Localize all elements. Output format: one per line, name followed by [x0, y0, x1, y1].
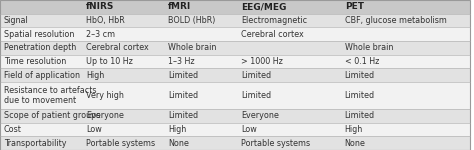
FancyBboxPatch shape	[237, 123, 341, 136]
FancyBboxPatch shape	[0, 0, 82, 14]
FancyBboxPatch shape	[237, 82, 341, 109]
Text: CBF, glucose metabolism: CBF, glucose metabolism	[345, 16, 447, 25]
FancyBboxPatch shape	[341, 109, 470, 123]
Text: fNIRS: fNIRS	[86, 2, 114, 11]
FancyBboxPatch shape	[164, 109, 237, 123]
FancyBboxPatch shape	[341, 14, 470, 27]
Text: None: None	[168, 139, 189, 148]
Text: Resistance to artefacts
due to movement: Resistance to artefacts due to movement	[4, 86, 96, 105]
Text: High: High	[86, 70, 104, 80]
FancyBboxPatch shape	[0, 55, 82, 68]
FancyBboxPatch shape	[341, 123, 470, 136]
FancyBboxPatch shape	[341, 41, 470, 55]
FancyBboxPatch shape	[0, 136, 82, 150]
FancyBboxPatch shape	[82, 0, 164, 14]
Text: 1–3 Hz: 1–3 Hz	[168, 57, 195, 66]
FancyBboxPatch shape	[164, 82, 237, 109]
Text: Field of application: Field of application	[4, 70, 80, 80]
Text: Portable systems: Portable systems	[241, 139, 310, 148]
FancyBboxPatch shape	[0, 41, 82, 55]
FancyBboxPatch shape	[82, 55, 164, 68]
Text: High: High	[345, 125, 363, 134]
FancyBboxPatch shape	[0, 68, 82, 82]
FancyBboxPatch shape	[82, 68, 164, 82]
Text: Limited: Limited	[168, 70, 199, 80]
FancyBboxPatch shape	[341, 68, 470, 82]
FancyBboxPatch shape	[0, 14, 82, 27]
FancyBboxPatch shape	[341, 136, 470, 150]
Text: Penetration depth: Penetration depth	[4, 43, 76, 52]
Text: Limited: Limited	[345, 91, 375, 100]
Text: Limited: Limited	[168, 111, 199, 120]
FancyBboxPatch shape	[164, 55, 237, 68]
FancyBboxPatch shape	[0, 27, 82, 41]
FancyBboxPatch shape	[164, 123, 237, 136]
Text: Whole brain: Whole brain	[168, 43, 217, 52]
Text: 2–3 cm: 2–3 cm	[86, 30, 115, 39]
Text: Cerebral cortex: Cerebral cortex	[86, 43, 149, 52]
FancyBboxPatch shape	[164, 0, 237, 14]
Text: > 1000 Hz: > 1000 Hz	[241, 57, 283, 66]
FancyBboxPatch shape	[237, 14, 341, 27]
Text: Whole brain: Whole brain	[345, 43, 393, 52]
FancyBboxPatch shape	[0, 109, 82, 123]
FancyBboxPatch shape	[82, 123, 164, 136]
FancyBboxPatch shape	[237, 136, 341, 150]
FancyBboxPatch shape	[82, 41, 164, 55]
FancyBboxPatch shape	[237, 55, 341, 68]
Text: Everyone: Everyone	[86, 111, 124, 120]
Text: Cost: Cost	[4, 125, 22, 134]
Text: Spatial resolution: Spatial resolution	[4, 30, 74, 39]
Text: Low: Low	[86, 125, 102, 134]
Text: HbO, HbR: HbO, HbR	[86, 16, 125, 25]
FancyBboxPatch shape	[0, 82, 82, 109]
Text: Limited: Limited	[345, 111, 375, 120]
FancyBboxPatch shape	[82, 14, 164, 27]
FancyBboxPatch shape	[341, 82, 470, 109]
Text: Limited: Limited	[241, 70, 271, 80]
Text: High: High	[168, 125, 187, 134]
FancyBboxPatch shape	[82, 136, 164, 150]
FancyBboxPatch shape	[341, 55, 470, 68]
Text: Electromagnetic: Electromagnetic	[241, 16, 307, 25]
FancyBboxPatch shape	[82, 27, 164, 41]
FancyBboxPatch shape	[164, 27, 237, 41]
FancyBboxPatch shape	[237, 27, 341, 41]
FancyBboxPatch shape	[237, 41, 341, 55]
FancyBboxPatch shape	[237, 109, 341, 123]
FancyBboxPatch shape	[341, 0, 470, 14]
FancyBboxPatch shape	[82, 109, 164, 123]
Text: Everyone: Everyone	[241, 111, 279, 120]
Text: Limited: Limited	[168, 91, 199, 100]
Text: Transportability: Transportability	[4, 139, 66, 148]
Text: Portable systems: Portable systems	[86, 139, 155, 148]
FancyBboxPatch shape	[237, 0, 341, 14]
FancyBboxPatch shape	[0, 123, 82, 136]
Text: Scope of patient groups: Scope of patient groups	[4, 111, 100, 120]
Text: Limited: Limited	[345, 70, 375, 80]
Text: Very high: Very high	[86, 91, 124, 100]
Text: < 0.1 Hz: < 0.1 Hz	[345, 57, 379, 66]
FancyBboxPatch shape	[164, 136, 237, 150]
FancyBboxPatch shape	[164, 41, 237, 55]
Text: Low: Low	[241, 125, 257, 134]
Text: Time resolution: Time resolution	[4, 57, 66, 66]
FancyBboxPatch shape	[82, 82, 164, 109]
Text: Cerebral cortex: Cerebral cortex	[241, 30, 304, 39]
Text: Signal: Signal	[4, 16, 28, 25]
Text: Limited: Limited	[241, 91, 271, 100]
Text: fMRI: fMRI	[168, 2, 191, 11]
FancyBboxPatch shape	[341, 27, 470, 41]
Text: PET: PET	[345, 2, 364, 11]
Text: Up to 10 Hz: Up to 10 Hz	[86, 57, 133, 66]
Text: EEG/MEG: EEG/MEG	[241, 2, 287, 11]
FancyBboxPatch shape	[164, 14, 237, 27]
Text: BOLD (HbR): BOLD (HbR)	[168, 16, 216, 25]
FancyBboxPatch shape	[237, 68, 341, 82]
Text: None: None	[345, 139, 365, 148]
FancyBboxPatch shape	[164, 68, 237, 82]
